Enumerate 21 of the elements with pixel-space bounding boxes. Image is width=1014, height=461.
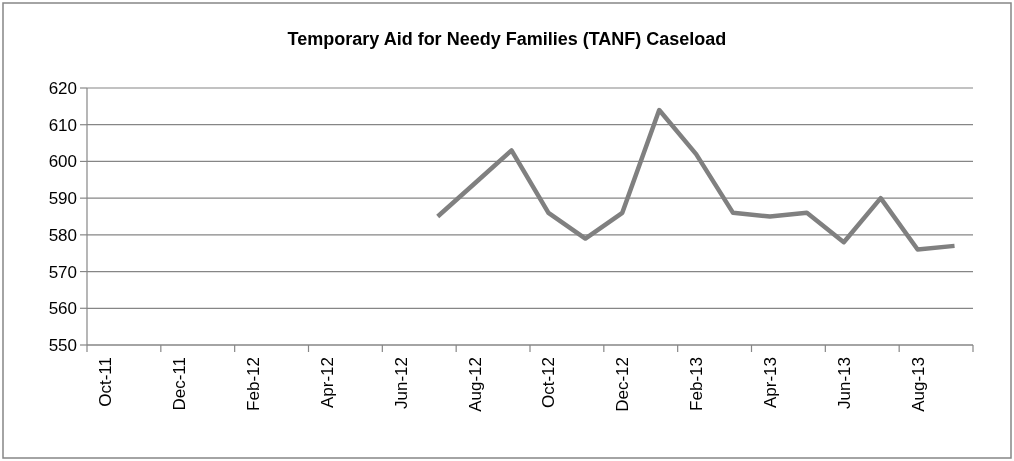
x-tick-label: Jun-13 [834,357,854,409]
y-tick-label: 560 [48,299,77,319]
x-tick-label: Apr-13 [760,357,780,409]
y-tick-label: 620 [48,78,77,98]
y-tick-label: 570 [48,262,77,282]
x-tick-label: Feb-12 [244,357,264,411]
y-tick-label: 550 [48,335,77,355]
x-tick-label: Aug-13 [908,357,928,412]
x-tick-label: Jun-12 [391,357,411,409]
x-tick-label: Dec-11 [170,357,190,411]
x-tick-label: Oct-11 [96,357,116,407]
y-tick-label: 610 [48,115,77,135]
y-tick-label: 600 [48,152,77,172]
y-tick-label: 590 [48,189,77,209]
x-tick-label: Aug-12 [465,357,485,412]
x-tick-label: Oct-12 [539,357,559,409]
y-tick-label: 580 [48,225,77,245]
x-tick-label: Dec-12 [613,357,633,412]
x-tick-label: Apr-12 [317,357,337,409]
chart-title: Temporary Aid for Needy Families (TANF) Caseload [287,29,727,49]
x-tick-label: Feb-13 [687,357,707,411]
